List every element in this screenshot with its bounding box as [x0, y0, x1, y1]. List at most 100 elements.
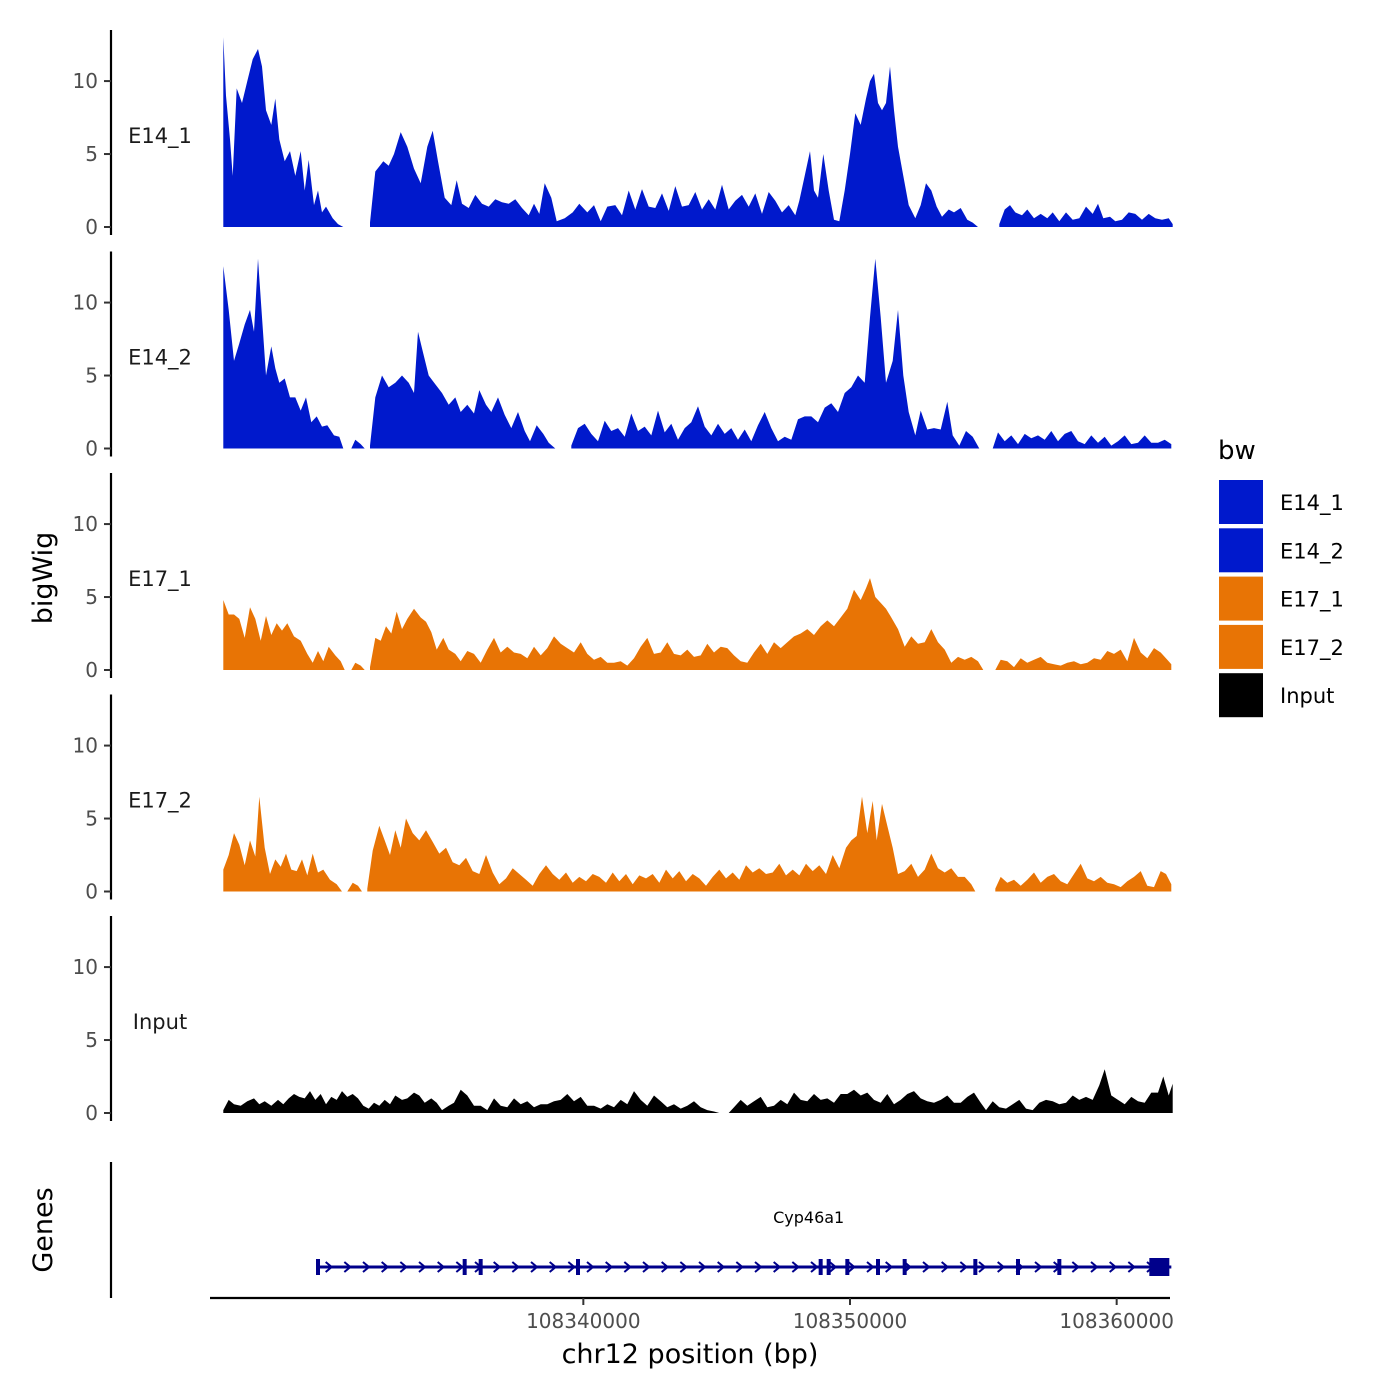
x-tick-label: 108340000	[526, 1309, 641, 1333]
gene-exon	[845, 1259, 850, 1275]
strand-arrow	[362, 1261, 371, 1273]
gene-exon	[876, 1259, 880, 1275]
strand-arrow	[717, 1261, 726, 1273]
strand-arrow	[997, 1261, 1006, 1273]
y-tick-label: 10	[73, 512, 98, 536]
legend: bw E14_1 E14_2 E17_1 E17_2 Input	[1218, 436, 1344, 718]
legend-item: E17_1	[1219, 576, 1344, 621]
genes-panel: Genes Cyp46a1	[28, 1162, 1172, 1298]
y-tick-label: 5	[85, 142, 98, 166]
legend-swatch	[1219, 624, 1263, 669]
strand-arrow	[530, 1261, 539, 1273]
legend-swatch	[1219, 528, 1263, 573]
x-tick-label: 108350000	[793, 1309, 908, 1333]
legend-label: E17_1	[1280, 588, 1344, 613]
strand-arrow	[343, 1261, 352, 1273]
strand-arrow	[381, 1261, 390, 1273]
x-axis: 108340000 108350000 108360000	[210, 1296, 1174, 1333]
y-tick-label: 5	[85, 585, 98, 609]
legend-swatch	[1219, 480, 1263, 524]
legend-item: Input	[1219, 673, 1334, 718]
track-label: E14_1	[128, 124, 192, 149]
legend-swatch	[1219, 576, 1263, 621]
track-e14-2: 0 5 10 E14_2	[73, 251, 1172, 461]
strand-arrow	[847, 1261, 856, 1273]
strand-arrow	[941, 1261, 950, 1273]
gene-exon	[1149, 1258, 1170, 1276]
strand-arrow	[698, 1261, 707, 1273]
strand-arrow	[399, 1261, 408, 1273]
legend-item: E17_2	[1219, 624, 1344, 669]
strand-arrow	[959, 1261, 968, 1273]
y-tick-label: 0	[85, 437, 98, 461]
track-e17-2: 0 5 10 E17_2	[73, 694, 1172, 904]
strand-arrow	[1127, 1261, 1136, 1273]
strand-arrow	[661, 1261, 670, 1273]
signal-area-e14-1	[223, 37, 1173, 227]
strand-arrow	[605, 1261, 614, 1273]
strand-arrow	[586, 1261, 595, 1273]
strand-arrow	[549, 1261, 558, 1273]
strand-arrow	[885, 1261, 894, 1273]
strand-arrow	[978, 1261, 987, 1273]
y-tick-label: 10	[73, 291, 98, 315]
x-tick-label: 108360000	[1059, 1309, 1174, 1333]
strand-arrow	[829, 1261, 838, 1273]
strand-arrow	[455, 1261, 464, 1273]
y-tick-label: 0	[85, 215, 98, 239]
y-axis-title: bigWig	[28, 532, 59, 625]
gene-exon	[1057, 1259, 1062, 1275]
signal-tracks: 0 5 10 E14_1 0 5 10 E14_2 0 5 10 E17_1 0 5 10 E17_2 0 5 10…	[73, 30, 1173, 1125]
strand-arrow	[567, 1261, 576, 1273]
gene-exon	[902, 1259, 907, 1275]
legend-label: E14_2	[1280, 539, 1344, 564]
strand-arrow	[1109, 1261, 1118, 1273]
strand-arrow	[511, 1261, 520, 1273]
strand-arrow	[437, 1261, 446, 1273]
track-label: Input	[133, 1010, 187, 1034]
strand-arrow	[1071, 1261, 1080, 1273]
gene-exon	[973, 1259, 978, 1275]
gene-exon	[576, 1259, 580, 1275]
signal-area-e14-2	[223, 258, 1172, 449]
gene-exon	[462, 1259, 467, 1275]
strand-arrow	[791, 1261, 800, 1273]
strand-arrow	[754, 1261, 763, 1273]
strand-arrow	[810, 1261, 819, 1273]
strand-arrow	[623, 1261, 632, 1273]
legend-item: E14_2	[1219, 528, 1344, 573]
gene-label: Cyp46a1	[773, 1208, 844, 1227]
strand-arrow	[493, 1261, 502, 1273]
track-label: E14_2	[128, 346, 192, 371]
legend-swatch	[1219, 673, 1263, 718]
y-tick-label: 5	[85, 1028, 98, 1052]
legend-label: E14_1	[1280, 491, 1344, 516]
gene-exon	[826, 1259, 831, 1275]
strand-arrow	[1090, 1261, 1099, 1273]
gene-model	[316, 1258, 1172, 1276]
strand-arrow	[1034, 1261, 1043, 1273]
legend-title: bw	[1218, 436, 1256, 466]
signal-area-input	[223, 1069, 1173, 1113]
legend-label: Input	[1280, 684, 1334, 708]
strand-arrow	[679, 1261, 688, 1273]
y-tick-label: 0	[85, 1101, 98, 1125]
gene-exon	[1016, 1259, 1020, 1275]
genes-panel-title: Genes	[28, 1187, 59, 1272]
y-tick-label: 10	[73, 69, 98, 93]
gene-exon	[478, 1259, 483, 1275]
y-tick-label: 5	[85, 364, 98, 388]
y-tick-label: 0	[85, 880, 98, 904]
strand-arrow	[418, 1261, 427, 1273]
y-tick-label: 10	[73, 734, 98, 758]
track-e17-1: 0 5 10 E17_1	[73, 473, 1172, 682]
legend-item: E14_1	[1219, 480, 1344, 524]
track-label: E17_1	[128, 567, 192, 592]
y-tick-label: 5	[85, 807, 98, 831]
track-label: E17_2	[128, 789, 192, 814]
legend-label: E17_2	[1280, 636, 1344, 661]
strand-arrow	[325, 1261, 334, 1273]
y-tick-label: 0	[85, 658, 98, 682]
strand-arrow	[773, 1261, 782, 1273]
